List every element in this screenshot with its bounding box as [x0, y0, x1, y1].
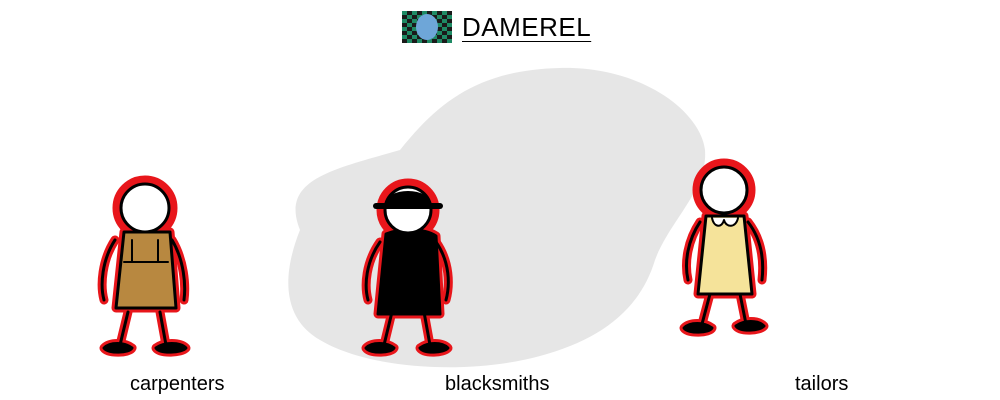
label-carpenters: carpenters — [130, 373, 225, 395]
page-title: DAMEREL — [462, 12, 592, 42]
blacksmith-figure — [361, 178, 453, 357]
header: DAMEREL — [402, 10, 591, 44]
checkered-flag-icon — [402, 11, 452, 43]
carpenter-figure — [97, 175, 191, 357]
label-tailors: tailors — [795, 373, 849, 395]
tailor-figure — [679, 158, 769, 337]
label-blacksmiths: blacksmiths — [445, 373, 550, 395]
